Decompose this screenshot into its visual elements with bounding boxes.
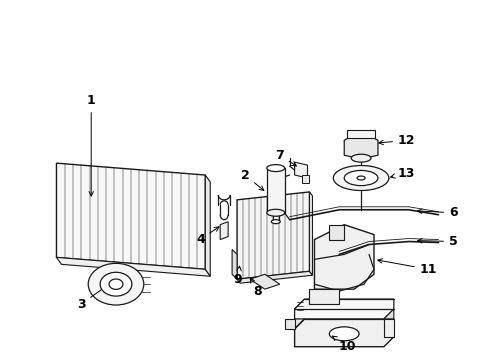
Polygon shape [294, 299, 305, 329]
Ellipse shape [267, 165, 285, 172]
Polygon shape [285, 319, 294, 329]
Ellipse shape [351, 154, 371, 162]
Polygon shape [384, 319, 394, 337]
Text: 3: 3 [77, 287, 106, 311]
Text: 5: 5 [417, 235, 458, 248]
Ellipse shape [357, 176, 365, 180]
Ellipse shape [88, 264, 144, 305]
Text: 9: 9 [234, 266, 243, 286]
Polygon shape [310, 192, 313, 275]
Ellipse shape [344, 170, 378, 186]
Polygon shape [267, 168, 285, 213]
Text: 12: 12 [379, 134, 416, 147]
Polygon shape [250, 274, 280, 289]
Ellipse shape [109, 279, 123, 289]
Polygon shape [301, 175, 310, 183]
Polygon shape [205, 175, 210, 276]
Text: 10: 10 [333, 336, 356, 353]
Polygon shape [310, 289, 339, 304]
Ellipse shape [329, 327, 359, 341]
Polygon shape [315, 225, 374, 289]
Text: 2: 2 [241, 168, 264, 190]
Polygon shape [56, 163, 205, 269]
Polygon shape [294, 319, 394, 347]
Text: 11: 11 [378, 259, 437, 276]
Text: 6: 6 [417, 206, 458, 219]
Ellipse shape [100, 272, 132, 296]
Polygon shape [329, 225, 344, 239]
Ellipse shape [271, 220, 280, 224]
Polygon shape [237, 271, 313, 283]
Text: 8: 8 [250, 278, 262, 298]
Polygon shape [237, 192, 310, 279]
Polygon shape [347, 130, 375, 138]
Polygon shape [294, 299, 394, 319]
Text: 1: 1 [87, 94, 96, 196]
Polygon shape [384, 309, 394, 319]
Polygon shape [344, 135, 378, 158]
Text: 4: 4 [196, 227, 219, 246]
Text: 7: 7 [275, 149, 296, 166]
Text: 13: 13 [391, 167, 416, 180]
Ellipse shape [267, 209, 285, 216]
Ellipse shape [333, 166, 389, 190]
Polygon shape [220, 222, 228, 239]
Polygon shape [232, 249, 237, 279]
Polygon shape [56, 257, 210, 276]
Polygon shape [294, 162, 308, 178]
